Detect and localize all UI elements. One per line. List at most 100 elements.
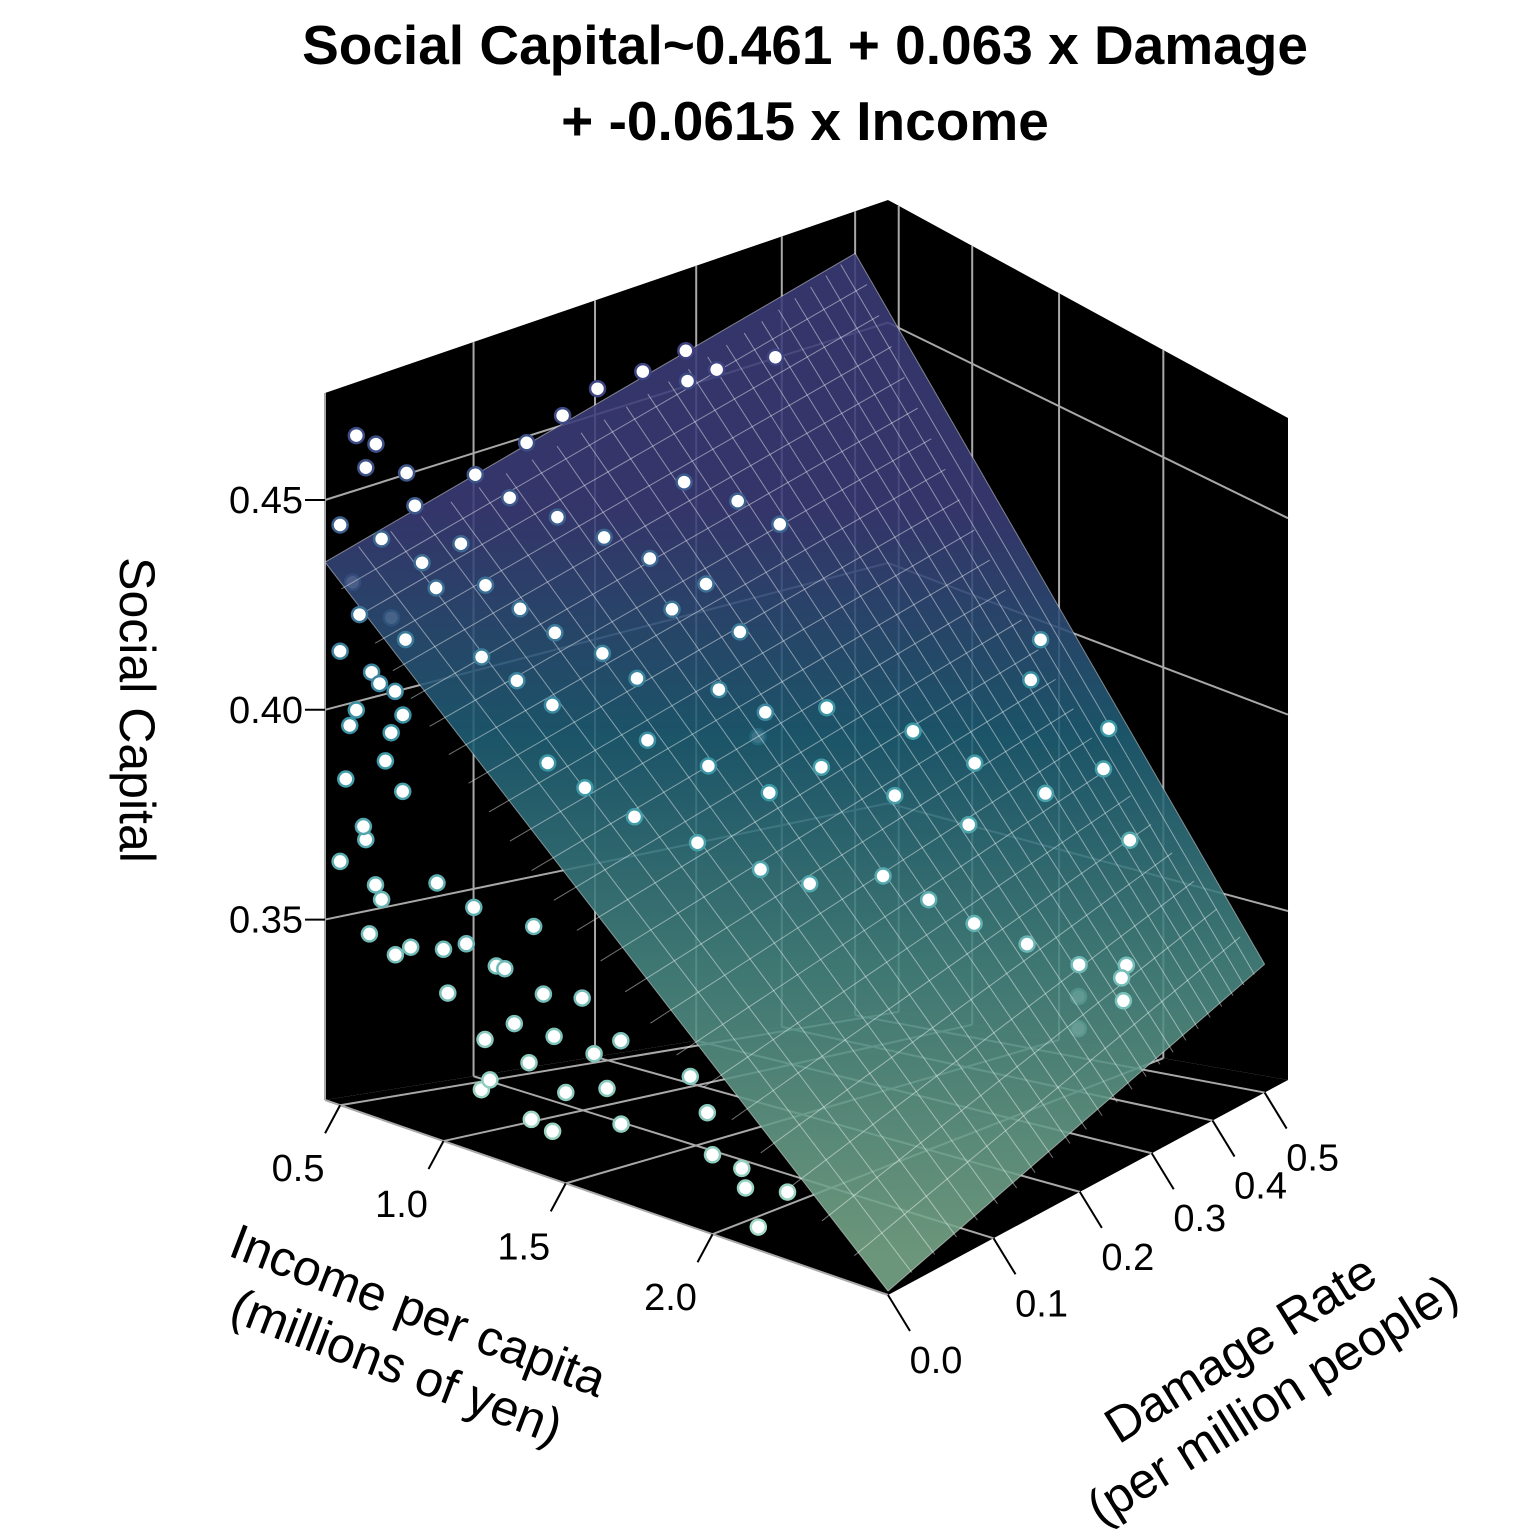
data-point xyxy=(919,890,938,909)
data-point xyxy=(904,722,922,740)
data-point xyxy=(434,940,453,959)
data-point xyxy=(546,624,564,642)
plane-mesh-line xyxy=(725,344,1174,1053)
x-tick-label: 0.5 xyxy=(272,1148,325,1190)
data-point xyxy=(1022,671,1040,689)
plane-mesh-line xyxy=(468,499,960,784)
data-point xyxy=(1099,719,1118,738)
data-point xyxy=(520,1053,538,1072)
data-point xyxy=(634,362,652,381)
data-point xyxy=(749,1218,768,1236)
plane-mesh-line xyxy=(743,332,1187,1041)
data-point xyxy=(548,508,567,526)
plane-mesh-line xyxy=(731,824,1152,1121)
data-point xyxy=(778,1183,797,1201)
data-point xyxy=(466,465,485,484)
plane-mesh-line xyxy=(531,459,1036,1174)
x-axis-label: Income per capita (millions of yen) xyxy=(223,1213,614,1455)
plane-mesh-line xyxy=(505,473,1018,1189)
plane-mesh-line xyxy=(358,546,913,1273)
plane-mesh-line xyxy=(854,253,1266,965)
data-point xyxy=(372,890,391,909)
data-point xyxy=(557,1083,575,1102)
data-point xyxy=(452,534,470,553)
y-tick-mark xyxy=(1211,1120,1236,1158)
x-tick-mark xyxy=(324,1104,341,1134)
data-point xyxy=(476,576,495,594)
plane-mesh-line xyxy=(341,284,868,590)
data-point xyxy=(505,1014,524,1033)
plane-mesh-line xyxy=(392,377,905,672)
data-point xyxy=(965,754,984,772)
plane-mesh-line xyxy=(488,529,975,813)
data-point xyxy=(428,874,446,892)
plane-mesh-line xyxy=(794,297,1223,1007)
data-point xyxy=(367,435,385,453)
chart-title-line-2: + -0.0615 x Income xyxy=(561,90,1049,152)
data-point xyxy=(382,723,400,742)
data-point xyxy=(707,360,726,379)
data-point xyxy=(771,515,789,534)
data-point xyxy=(354,817,373,836)
y-tick-mark xyxy=(992,1237,1017,1275)
y-tick-mark xyxy=(1078,1191,1103,1229)
data-point xyxy=(733,1159,751,1178)
plane-mesh-line xyxy=(410,407,918,699)
data-point xyxy=(370,674,389,693)
data-point xyxy=(699,757,718,775)
plane-mesh-line xyxy=(450,501,978,1221)
plane-mesh-line xyxy=(556,445,1054,1159)
data-point xyxy=(678,372,697,390)
data-point xyxy=(641,549,659,568)
x-tick-mark xyxy=(696,1233,714,1263)
data-point xyxy=(427,579,445,597)
data-point xyxy=(372,530,391,548)
plane-mesh-line xyxy=(650,737,1093,1024)
data-point xyxy=(812,758,831,776)
data-point xyxy=(965,914,983,933)
data-point xyxy=(573,989,591,1007)
plane-mesh-line xyxy=(688,368,1147,1077)
data-point xyxy=(593,644,612,663)
x-tick-mark xyxy=(549,1182,567,1212)
data-point xyxy=(340,716,359,735)
data-point xyxy=(406,496,424,515)
data-point xyxy=(1121,831,1139,849)
data-point xyxy=(386,946,405,964)
data-point xyxy=(576,779,594,797)
data-point xyxy=(677,342,695,360)
data-point xyxy=(347,701,366,719)
data-point xyxy=(524,917,543,936)
data-point xyxy=(1112,969,1131,987)
x-tick-label: 1.0 xyxy=(375,1184,428,1226)
x-tick-mark xyxy=(427,1140,445,1170)
data-point xyxy=(886,786,904,805)
plane-mesh-line xyxy=(553,619,1022,901)
plane-mesh-line xyxy=(825,275,1245,986)
data-point xyxy=(393,782,412,801)
plane-mesh-line xyxy=(624,708,1074,993)
data-point xyxy=(1114,992,1133,1010)
data-point xyxy=(357,458,375,477)
data-point xyxy=(508,671,526,690)
plane-mesh-line xyxy=(887,963,1265,1292)
data-point xyxy=(476,1030,494,1049)
plane-mesh-line xyxy=(707,356,1161,1065)
plane-mesh-line xyxy=(324,561,889,1292)
plane-mesh-line xyxy=(531,589,1006,871)
y-tick-label: 0.4 xyxy=(1234,1166,1287,1208)
data-point xyxy=(481,1071,499,1089)
data-point xyxy=(538,754,557,772)
data-point xyxy=(396,630,415,649)
data-point xyxy=(585,1044,603,1063)
z-tick-label: 0.35 xyxy=(229,900,303,942)
data-point xyxy=(543,696,562,714)
data-point xyxy=(1018,935,1036,953)
y-tick-label: 0.1 xyxy=(1015,1283,1068,1325)
data-point xyxy=(413,553,431,572)
data-point xyxy=(612,1115,630,1133)
data-point xyxy=(612,1031,630,1050)
data-point xyxy=(401,938,420,956)
data-point xyxy=(703,1146,722,1164)
plane-mesh-line xyxy=(647,393,1118,1103)
